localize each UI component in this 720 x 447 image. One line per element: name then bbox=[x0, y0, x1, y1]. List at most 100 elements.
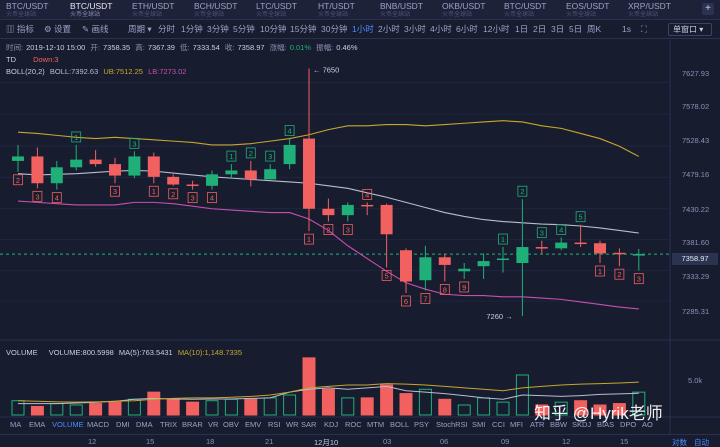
indicator-tab[interactable]: RSI bbox=[268, 420, 281, 429]
interval-tab[interactable]: 1日 bbox=[515, 24, 529, 34]
interval-tab[interactable]: 分时 bbox=[158, 24, 176, 34]
indicator-tab[interactable]: VOLUME bbox=[52, 420, 84, 429]
candle-body bbox=[419, 257, 432, 281]
interval-tab[interactable]: 1小时 bbox=[352, 24, 374, 34]
interval-tab[interactable]: 6小时 bbox=[456, 24, 478, 34]
refresh-rate[interactable]: 1s bbox=[622, 24, 631, 34]
interval-tab[interactable]: 10分钟 bbox=[260, 24, 287, 34]
ticker-symbol: HT/USDT bbox=[318, 1, 355, 11]
interval-tab[interactable]: 3日 bbox=[551, 24, 565, 34]
indicator-tab[interactable]: VR bbox=[208, 420, 219, 429]
add-ticker-button[interactable]: + bbox=[702, 3, 714, 15]
interval-tab[interactable]: 2小时 bbox=[378, 24, 400, 34]
period-dropdown[interactable]: 周期 ▾ bbox=[128, 24, 152, 34]
interval-tab[interactable]: 5日 bbox=[569, 24, 583, 34]
indicator-tab[interactable]: MACD bbox=[87, 420, 110, 429]
indicator-tab[interactable]: ATR bbox=[530, 420, 545, 429]
indicator-tab[interactable]: TRIX bbox=[160, 420, 178, 429]
interval-tab[interactable]: 3小时 bbox=[404, 24, 426, 34]
td-count-box bbox=[536, 227, 547, 239]
window-select[interactable]: 单窗口 ▾ bbox=[668, 23, 712, 36]
interval-tab[interactable]: 15分钟 bbox=[290, 24, 317, 34]
indicator-tab[interactable]: MTM bbox=[367, 420, 385, 429]
td-count-label: 4 bbox=[210, 194, 214, 203]
date-axis: 对数 自动 12 15 18 21 12月10 03 06 09 12 15 bbox=[0, 434, 720, 447]
volume-bar bbox=[205, 400, 219, 416]
ticker-symbol: LTC/USDT bbox=[256, 1, 297, 11]
interval-tab[interactable]: 1分钟 bbox=[181, 24, 203, 34]
ticker-tab[interactable]: OKB/USDT 火币全球站 bbox=[442, 1, 504, 19]
candle-body bbox=[477, 261, 490, 267]
ticker-tab[interactable]: BTC/USDT 火币全球站 bbox=[70, 1, 132, 19]
ticker-tab[interactable]: ETH/USDT 火币全球站 bbox=[132, 1, 194, 19]
indicator-tab[interactable]: OBV bbox=[223, 420, 239, 429]
ticker-symbol: ETH/USDT bbox=[132, 1, 175, 11]
indicator-tab[interactable]: BBW bbox=[550, 420, 568, 429]
draw-label: 画线 bbox=[91, 24, 109, 34]
indicator-tab[interactable]: PSY bbox=[414, 420, 430, 429]
interval-tab[interactable]: 3分钟 bbox=[207, 24, 229, 34]
indicator-tab[interactable]: KDJ bbox=[324, 420, 339, 429]
fullscreen-icon[interactable]: ⛶ bbox=[641, 24, 647, 34]
candle-body bbox=[497, 258, 509, 261]
interval-tab[interactable]: 30分钟 bbox=[321, 24, 348, 34]
td-count-label: 5 bbox=[385, 271, 389, 280]
volume-bar bbox=[593, 404, 607, 416]
indicator-tab[interactable]: CCI bbox=[492, 420, 505, 429]
volume-ma10-value: MA(10):1,148.7335 bbox=[177, 348, 243, 357]
indicator-tab[interactable]: SAR bbox=[301, 420, 317, 429]
indicator-tab[interactable]: BRAR bbox=[182, 420, 203, 429]
indicator-tab[interactable]: MFI bbox=[510, 420, 523, 429]
ticker-tab[interactable]: BNB/USDT 火币全球站 bbox=[380, 1, 442, 19]
ticker-exchange: 火币全球站 bbox=[70, 12, 101, 18]
volume-bar bbox=[380, 384, 394, 416]
ticker-tab[interactable]: XRP/USDT 火币全球站 bbox=[628, 1, 690, 19]
td-count-label: 1 bbox=[598, 267, 602, 276]
ticker-tab[interactable]: EOS/USDT 火币全球站 bbox=[566, 1, 628, 19]
indicator-tab[interactable]: SKDJ bbox=[572, 420, 592, 429]
interval-tab[interactable]: 5分钟 bbox=[233, 24, 255, 34]
interval-tab[interactable]: 12小时 bbox=[483, 24, 510, 34]
indicator-tab[interactable]: AO bbox=[642, 420, 653, 429]
indicator-tab[interactable]: BOLL bbox=[390, 420, 410, 429]
volume-bar bbox=[321, 388, 335, 416]
date-tick-label: 18 bbox=[206, 437, 215, 446]
draw-button[interactable]: ✎ 画线 bbox=[82, 24, 109, 34]
indicator-tab[interactable]: EMV bbox=[245, 420, 262, 429]
ohlc-info: 时间: 2019-12-10 15:00 开: 7358.35 高: 7367.39 … bbox=[6, 42, 361, 53]
ticker-tab[interactable]: BCH/USDT 火币全球站 bbox=[194, 1, 256, 19]
indicator-tab[interactable]: StochRSI bbox=[436, 420, 468, 429]
indicator-tab[interactable]: EMA bbox=[29, 420, 46, 429]
indicator-tab[interactable]: DMI bbox=[116, 420, 130, 429]
volume-bar bbox=[263, 397, 277, 416]
interval-tab[interactable]: 4小时 bbox=[430, 24, 452, 34]
log-scale-toggle[interactable]: 对数 bbox=[672, 438, 687, 447]
indicator-tab[interactable]: DPO bbox=[620, 420, 637, 429]
ticker-tab[interactable]: BTC/USDT 火币全球站 bbox=[504, 1, 566, 19]
ticker-tab[interactable]: BTC/USDT 火币全球站 bbox=[6, 1, 68, 19]
ticker-exchange: 火币全球站 bbox=[194, 12, 225, 18]
candle-body bbox=[206, 174, 218, 186]
indicators-button[interactable]: ▥ 指标 bbox=[6, 24, 34, 34]
auto-scale-toggle[interactable]: 自动 bbox=[694, 438, 709, 447]
indicator-tab[interactable]: SMI bbox=[472, 420, 486, 429]
ticker-tab[interactable]: HT/USDT 火币全球站 bbox=[318, 1, 380, 19]
settings-button[interactable]: ⚙ 设置 bbox=[44, 24, 71, 34]
indicator-tab[interactable]: ROC bbox=[345, 420, 362, 429]
date-tick-label: 21 bbox=[265, 437, 274, 446]
td-count-box bbox=[381, 270, 392, 281]
ticker-tab[interactable]: LTC/USDT 火币全球站 bbox=[256, 1, 318, 19]
td-count-label: 7 bbox=[423, 294, 427, 303]
td-count-box bbox=[51, 192, 62, 204]
candle-body bbox=[50, 167, 63, 184]
interval-tab[interactable]: 2日 bbox=[533, 24, 547, 34]
indicator-tab[interactable]: DMA bbox=[136, 420, 153, 429]
interval-tab[interactable]: 周K bbox=[587, 24, 602, 34]
indicator-tab[interactable]: WR bbox=[286, 420, 299, 429]
indicator-tab[interactable]: BIAS bbox=[597, 420, 615, 429]
candle-body bbox=[535, 247, 548, 249]
td-count-box bbox=[575, 211, 586, 223]
volume-bar bbox=[30, 405, 44, 416]
indicator-tab[interactable]: MA bbox=[10, 420, 22, 429]
